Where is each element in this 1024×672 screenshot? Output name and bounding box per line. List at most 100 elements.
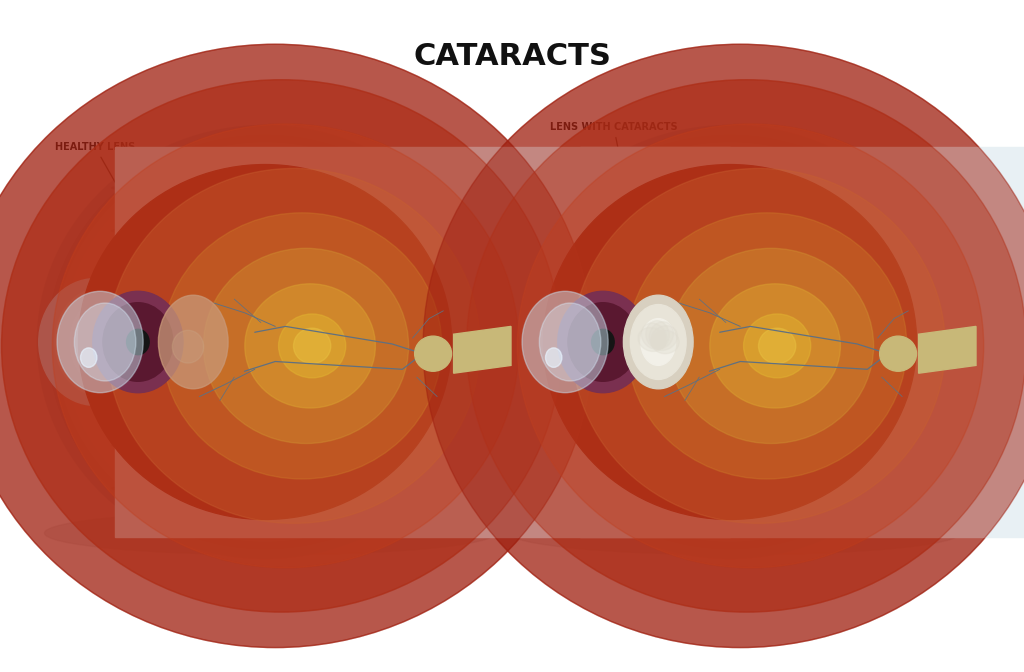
Ellipse shape <box>172 331 204 363</box>
Ellipse shape <box>669 248 873 444</box>
Polygon shape <box>919 327 976 373</box>
Ellipse shape <box>592 329 614 355</box>
Ellipse shape <box>52 124 519 568</box>
Ellipse shape <box>423 44 1024 648</box>
Ellipse shape <box>423 44 1024 648</box>
Ellipse shape <box>577 439 904 451</box>
Ellipse shape <box>108 169 480 523</box>
Ellipse shape <box>743 314 811 378</box>
Ellipse shape <box>520 288 610 396</box>
Ellipse shape <box>112 268 439 280</box>
Ellipse shape <box>48 135 482 549</box>
Ellipse shape <box>56 143 474 541</box>
Ellipse shape <box>759 328 796 364</box>
Ellipse shape <box>651 326 678 350</box>
Ellipse shape <box>540 303 601 381</box>
Ellipse shape <box>52 124 519 568</box>
Ellipse shape <box>577 225 904 237</box>
Ellipse shape <box>162 213 441 479</box>
Ellipse shape <box>536 298 605 386</box>
Ellipse shape <box>544 165 916 519</box>
Ellipse shape <box>415 336 452 371</box>
Ellipse shape <box>112 310 439 323</box>
Ellipse shape <box>577 482 904 494</box>
Ellipse shape <box>546 348 562 368</box>
Ellipse shape <box>577 268 904 280</box>
Ellipse shape <box>294 328 331 364</box>
Ellipse shape <box>503 126 957 558</box>
Ellipse shape <box>572 169 945 523</box>
Ellipse shape <box>522 291 608 392</box>
Ellipse shape <box>112 396 439 409</box>
Ellipse shape <box>504 279 616 405</box>
Ellipse shape <box>103 302 173 381</box>
Ellipse shape <box>44 511 496 554</box>
Ellipse shape <box>79 165 452 519</box>
Ellipse shape <box>627 213 907 479</box>
Ellipse shape <box>710 284 841 408</box>
Polygon shape <box>454 327 511 373</box>
Ellipse shape <box>528 150 932 534</box>
Ellipse shape <box>75 303 136 381</box>
Ellipse shape <box>162 213 441 479</box>
Ellipse shape <box>880 336 916 371</box>
Ellipse shape <box>2 80 561 612</box>
Ellipse shape <box>743 314 811 378</box>
Ellipse shape <box>572 169 945 523</box>
Ellipse shape <box>641 323 667 349</box>
Ellipse shape <box>577 310 904 323</box>
Ellipse shape <box>517 124 984 568</box>
Ellipse shape <box>112 182 439 194</box>
Ellipse shape <box>81 348 97 368</box>
Ellipse shape <box>880 336 916 371</box>
Ellipse shape <box>467 80 1024 612</box>
Ellipse shape <box>627 213 907 479</box>
Ellipse shape <box>510 511 961 554</box>
Ellipse shape <box>638 327 666 351</box>
Ellipse shape <box>245 284 376 408</box>
Ellipse shape <box>71 298 140 386</box>
Ellipse shape <box>2 80 561 612</box>
Text: CATARACTS: CATARACTS <box>413 42 611 71</box>
Ellipse shape <box>544 165 916 519</box>
Ellipse shape <box>710 284 841 408</box>
Ellipse shape <box>467 80 1024 612</box>
Ellipse shape <box>577 396 904 409</box>
Ellipse shape <box>204 248 409 444</box>
Ellipse shape <box>204 248 409 444</box>
Ellipse shape <box>279 314 346 378</box>
Ellipse shape <box>112 482 439 494</box>
Ellipse shape <box>79 165 452 519</box>
Ellipse shape <box>759 328 796 364</box>
Text: HEALTHY LENS: HEALTHY LENS <box>55 142 182 300</box>
Ellipse shape <box>127 329 150 355</box>
Ellipse shape <box>651 331 679 353</box>
Ellipse shape <box>649 322 674 349</box>
Ellipse shape <box>39 279 152 405</box>
Ellipse shape <box>631 304 686 380</box>
Ellipse shape <box>513 135 947 549</box>
Bar <box>116 147 730 537</box>
Ellipse shape <box>558 291 648 392</box>
Ellipse shape <box>641 319 676 366</box>
Ellipse shape <box>112 225 439 237</box>
Ellipse shape <box>294 328 331 364</box>
Ellipse shape <box>517 124 984 568</box>
Ellipse shape <box>93 291 183 392</box>
Ellipse shape <box>38 126 493 558</box>
Ellipse shape <box>0 44 593 648</box>
Ellipse shape <box>112 439 439 451</box>
Ellipse shape <box>568 302 638 381</box>
Ellipse shape <box>108 169 480 523</box>
Ellipse shape <box>669 248 873 444</box>
Ellipse shape <box>245 284 376 408</box>
Ellipse shape <box>577 353 904 366</box>
Bar <box>581 147 1024 537</box>
Ellipse shape <box>55 288 145 396</box>
Ellipse shape <box>646 321 670 349</box>
Ellipse shape <box>279 314 346 378</box>
Ellipse shape <box>624 295 693 389</box>
Polygon shape <box>919 327 976 373</box>
Ellipse shape <box>415 336 452 371</box>
Ellipse shape <box>112 353 439 366</box>
